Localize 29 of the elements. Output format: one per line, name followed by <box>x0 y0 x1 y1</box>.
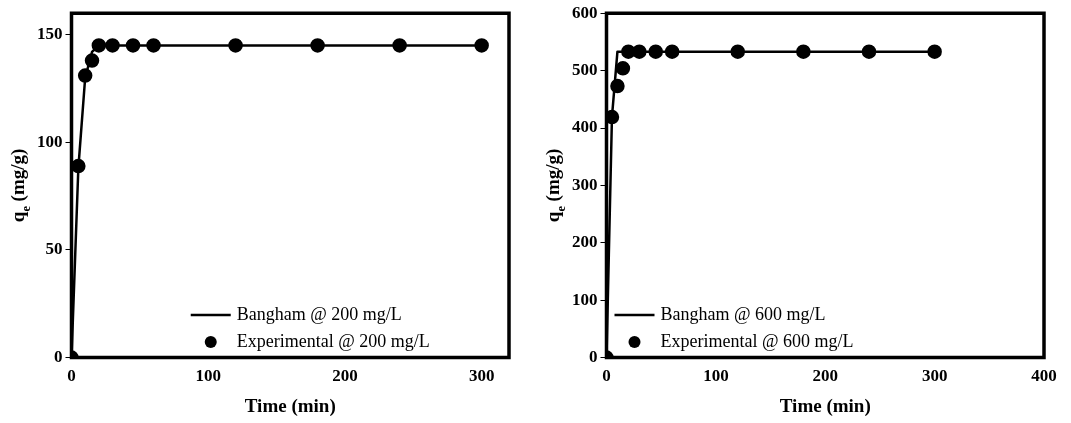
x-tick-label: 0 <box>67 366 76 386</box>
legend-label: Bangham @ 600 mg/L <box>660 303 826 324</box>
x-tick-label: 100 <box>195 366 221 386</box>
x-axis-title: Time (min) <box>779 395 871 417</box>
y-tick-label: 400 <box>572 117 598 137</box>
x-tick-label: 0 <box>602 366 611 386</box>
y-tick-label: 600 <box>572 2 598 22</box>
x-tick-label: 300 <box>468 366 495 386</box>
y-tick-label: 200 <box>572 232 598 252</box>
legend-label: Bangham @ 200 mg/L <box>236 303 402 324</box>
x-tick-label: 200 <box>332 366 358 386</box>
x-tick-label: 300 <box>921 366 948 386</box>
y-tick-label: 0 <box>54 346 63 366</box>
x-tick-label: 100 <box>703 366 729 386</box>
legend-label: Experimental @ 200 mg/L <box>236 330 430 351</box>
x-axis-title: Time (min) <box>244 395 336 417</box>
point <box>615 61 631 76</box>
y-tick-label: 100 <box>572 289 598 309</box>
y-tick-label: 150 <box>37 24 63 44</box>
x-tick-label: 400 <box>1031 366 1057 386</box>
y-tick-label: 500 <box>572 59 598 79</box>
y-axis-title: qe (mg/g) <box>542 148 568 223</box>
y-tick-label: 50 <box>45 239 63 259</box>
y-tick-label: 0 <box>589 346 598 366</box>
x-tick-label: 200 <box>812 366 838 386</box>
y-axis-title: qe (mg/g) <box>7 148 33 223</box>
y-tick-label: 300 <box>572 174 598 194</box>
y-tick-label: 100 <box>37 131 63 151</box>
legend-label: Experimental @ 600 mg/L <box>660 330 854 351</box>
